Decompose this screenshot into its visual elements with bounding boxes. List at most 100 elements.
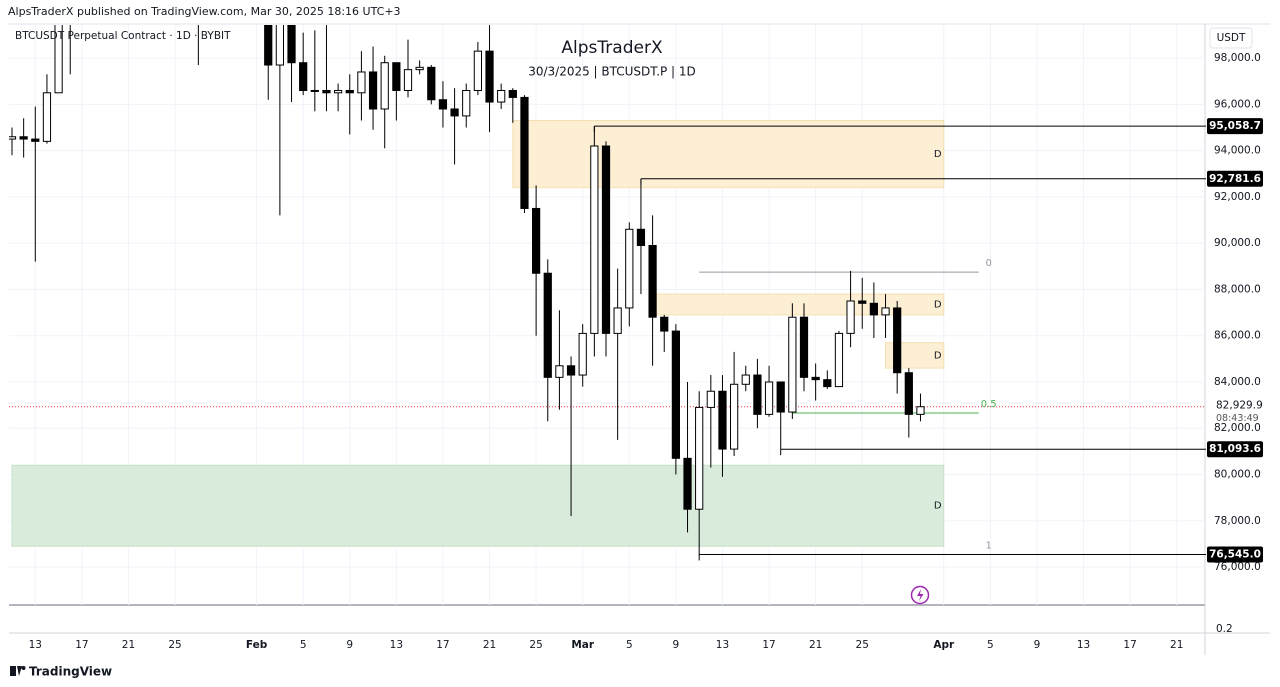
x-tick-label: 5 (626, 639, 633, 651)
fib-label: 0.5 (981, 399, 997, 410)
candle-body (287, 25, 296, 64)
candle-body (613, 307, 622, 334)
candle-body (636, 228, 646, 246)
x-tick-label: Mar (571, 639, 595, 651)
candle-body (590, 145, 599, 334)
candle-body (427, 66, 436, 101)
zone (11, 464, 945, 547)
x-tick-label: 9 (1034, 639, 1041, 651)
y-tick-label: 84,000.0 (1214, 376, 1261, 388)
candle-body (660, 316, 669, 332)
candle-body (555, 365, 564, 378)
candle-body (345, 89, 354, 94)
x-tick-label: 21 (483, 639, 496, 651)
level-label: 81,093.6 (1209, 443, 1261, 455)
candle-body (532, 207, 541, 274)
currency: USDT (1217, 32, 1246, 44)
candle-body (368, 71, 378, 110)
candle-body (264, 25, 273, 66)
candle-body (718, 390, 727, 450)
candle-body (811, 376, 820, 381)
candle-body (625, 228, 634, 309)
candle-body (764, 381, 774, 415)
x-tick-label: 17 (75, 639, 88, 651)
level-badge (1207, 170, 1263, 187)
candle-body (893, 307, 902, 374)
x-tick-label: Feb (246, 639, 268, 651)
candle-body (299, 62, 308, 91)
fib-label: 0 (986, 258, 992, 269)
candle-body (601, 145, 611, 334)
candle-body (392, 62, 401, 91)
candle-body (42, 92, 52, 142)
candle-body (508, 89, 517, 98)
candle-body (869, 302, 878, 316)
candle-body (322, 89, 331, 94)
zone-label: D (934, 350, 942, 361)
candle-body (380, 62, 389, 110)
candle-body (334, 89, 343, 94)
y-tick-label: 78,000.0 (1214, 515, 1261, 527)
zone-label: D (934, 299, 942, 310)
y-tick-label: 92,000.0 (1214, 191, 1261, 203)
event-icon[interactable] (910, 585, 930, 605)
candle-body (9, 136, 17, 140)
candle-body (730, 383, 739, 450)
candle-body (403, 69, 413, 91)
level-badge (1207, 118, 1263, 135)
candle-body (683, 457, 692, 510)
footer-brand: TradingView (29, 665, 112, 679)
candle-body (462, 89, 471, 117)
candle-body (776, 381, 785, 413)
candle-body (275, 25, 284, 66)
y-tick-label: 86,000.0 (1214, 330, 1261, 342)
lower-pane-label: 0.2 (1216, 623, 1233, 635)
y-tick-label: 98,000.0 (1214, 52, 1261, 64)
candle-body (916, 406, 925, 415)
level-badge (1207, 546, 1263, 563)
x-tick-label: 21 (809, 639, 822, 651)
candle-body (904, 372, 913, 415)
x-tick-label: 21 (1170, 639, 1183, 651)
published-line: AlpsTraderX published on TradingView.com… (8, 5, 401, 18)
candle-body (741, 374, 750, 385)
tv-logo (10, 666, 26, 676)
candle-body (648, 244, 657, 318)
overlay: D D D D 0 0.5 1 95,058.7 92,781.6 81,093.6 76,545.… (593, 118, 1263, 563)
x-tick-label: 17 (1123, 639, 1136, 651)
candle-body (415, 66, 424, 71)
x-tick-label: 5 (300, 639, 307, 651)
candle-body (485, 50, 494, 103)
candle-body (497, 89, 506, 103)
y-tick-label: 96,000.0 (1214, 98, 1261, 110)
chart-title: AlpsTraderX (561, 38, 663, 58)
candle-body (695, 406, 704, 510)
candle-body (881, 307, 890, 316)
candle-body (566, 365, 576, 376)
zone-label: D (934, 501, 942, 512)
candle-body (357, 71, 366, 94)
x-tick-label: 9 (346, 639, 353, 651)
candle-body (858, 300, 867, 304)
x-tick-label: 25 (856, 639, 869, 651)
x-tick-label: 21 (122, 639, 135, 651)
y-tick-label: 88,000.0 (1214, 283, 1261, 295)
candle-body (799, 316, 809, 378)
x-tick-label: 25 (168, 639, 181, 651)
x-tick-label: 13 (29, 639, 42, 651)
candle-body (54, 25, 63, 94)
candle-body (310, 89, 319, 92)
x-tick-label: 13 (716, 639, 729, 651)
y-tick-label: 82,000.0 (1214, 422, 1261, 434)
candle-body (823, 379, 832, 388)
x-tick-label: 17 (762, 639, 775, 651)
currency-box[interactable] (1209, 27, 1253, 49)
x-tick-label: Apr (933, 639, 955, 651)
x-tick-label: 25 (529, 639, 542, 651)
candle-body (578, 332, 587, 376)
zone (512, 120, 945, 189)
candle-body (706, 390, 715, 408)
level-badge (1207, 441, 1263, 458)
chart-subtitle: 30/3/2025 | BTCUSDT.P | 1D (528, 65, 696, 79)
